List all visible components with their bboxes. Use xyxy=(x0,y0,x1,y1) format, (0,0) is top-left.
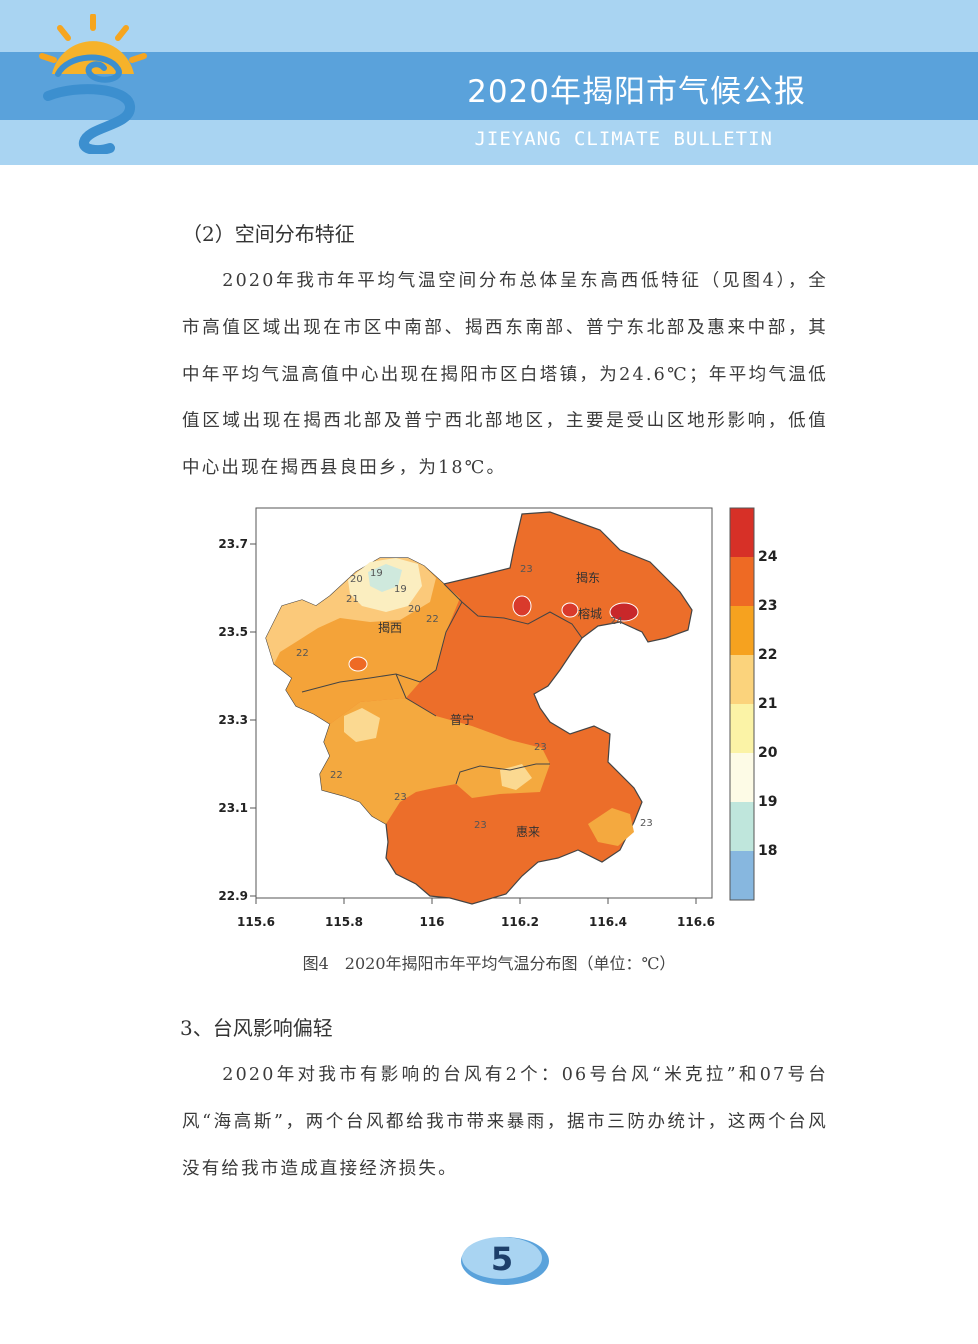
header-subtitle: JIEYANG CLIMATE BULLETIN xyxy=(474,128,773,150)
colorbar-swatch-20-21 xyxy=(730,704,754,753)
y-tick-23-1: 23.1 xyxy=(218,801,248,815)
hot-spot-24-c xyxy=(609,602,639,622)
y-tick-23-5: 23.5 xyxy=(218,625,248,639)
zone-22-23-east xyxy=(588,808,634,846)
sun-wave-logo-icon xyxy=(39,14,147,154)
place-label-puning: 普宁 xyxy=(450,712,474,727)
place-label-huilai: 惠来 xyxy=(516,825,540,839)
colorbar-tick-20: 20 xyxy=(758,745,778,761)
place-label-rongcheng: 榕城 xyxy=(578,606,602,621)
page-number: 5 xyxy=(491,1240,513,1278)
contour-label-20-b: 20 xyxy=(408,604,421,615)
contour-label-19-a: 19 xyxy=(370,568,383,579)
x-tick-116: 116 xyxy=(419,915,444,929)
x-tick-116-4: 116.4 xyxy=(589,915,627,929)
contour-label-23-c: 23 xyxy=(394,792,407,803)
colorbar-swatch-18-19 xyxy=(730,802,754,851)
warm-spot-west xyxy=(348,656,368,672)
page-header: 2020年揭阳市气候公报 JIEYANG CLIMATE BULLETIN xyxy=(0,0,978,165)
temperature-map-figure: 20 19 19 21 20 22 22 23 24 22 23 23 23 2… xyxy=(210,502,778,942)
colorbar-tick-21: 21 xyxy=(758,696,777,712)
section-title: （2）空间分布特征 xyxy=(182,222,355,246)
section-paragraph: 2020年我市年平均气温空间分布总体呈东高西低特征（见图4），全市高值区域出现在… xyxy=(182,271,828,479)
colorbar-swatch-23-24 xyxy=(730,557,754,606)
temperature-map: 20 19 19 21 20 22 22 23 24 22 23 23 23 2… xyxy=(218,507,715,929)
colorbar-tick-23: 23 xyxy=(758,598,777,614)
typhoon-section-title: 3、台风影响偏轻 xyxy=(180,1016,333,1040)
colorbar-tick-24: 24 xyxy=(758,549,778,565)
header-title: 2020年揭阳市气候公报 xyxy=(467,74,806,110)
colorbar-swatch-19-20 xyxy=(730,753,754,802)
y-tick-22-9: 22.9 xyxy=(218,889,248,903)
typhoon-paragraph: 2020年对我市有影响的台风有2个：06号台风“米克拉”和07号台风“海高斯”，… xyxy=(182,1065,828,1179)
place-label-jiedong: 揭东 xyxy=(576,570,600,585)
colorbar-swatch-24-plus xyxy=(730,508,754,557)
contour-label-24-a: 24 xyxy=(610,616,623,627)
header-band xyxy=(0,52,978,120)
contour-label-23-b: 23 xyxy=(534,742,547,753)
x-tick-115-8: 115.8 xyxy=(325,915,363,929)
zone-18-19-north xyxy=(368,564,402,592)
x-tick-115-6: 115.6 xyxy=(237,915,275,929)
colorbar: 24 23 22 21 20 19 18 xyxy=(729,507,778,901)
contour-label-23-a: 23 xyxy=(520,564,533,575)
x-tick-116-6: 116.6 xyxy=(677,915,715,929)
contour-label-22-b: 22 xyxy=(296,648,309,659)
figure-caption: 图4 2020年揭阳市年平均气温分布图（单位：℃） xyxy=(302,954,676,973)
contour-label-20-a: 20 xyxy=(350,574,363,585)
y-tick-23-7: 23.7 xyxy=(218,537,248,551)
page-number-badge: 5 xyxy=(461,1237,549,1285)
hot-spot-24-b xyxy=(561,602,579,618)
county-borders xyxy=(301,583,583,785)
hot-spot-24-a xyxy=(512,595,532,617)
zone-21-22-south xyxy=(344,708,380,742)
contour-label-22-a: 22 xyxy=(426,614,439,625)
colorbar-tick-22: 22 xyxy=(758,647,777,663)
colorbar-swatch-22-23 xyxy=(730,606,754,655)
contour-label-19-b: 19 xyxy=(394,584,407,595)
y-tick-23-3: 23.3 xyxy=(218,713,248,727)
contour-label-21-a: 21 xyxy=(346,594,359,605)
colorbar-tick-19: 19 xyxy=(758,794,777,810)
colorbar-swatch-below-18 xyxy=(730,851,754,900)
contour-label-22-c: 22 xyxy=(330,770,343,781)
place-label-jiexi: 揭西 xyxy=(378,620,402,635)
contour-label-23-e: 23 xyxy=(640,818,653,829)
colorbar-swatch-21-22 xyxy=(730,655,754,704)
x-tick-116-2: 116.2 xyxy=(501,915,539,929)
zone-21-22-mid xyxy=(500,764,532,790)
colorbar-tick-18: 18 xyxy=(758,843,777,859)
contour-label-23-d: 23 xyxy=(474,820,487,831)
